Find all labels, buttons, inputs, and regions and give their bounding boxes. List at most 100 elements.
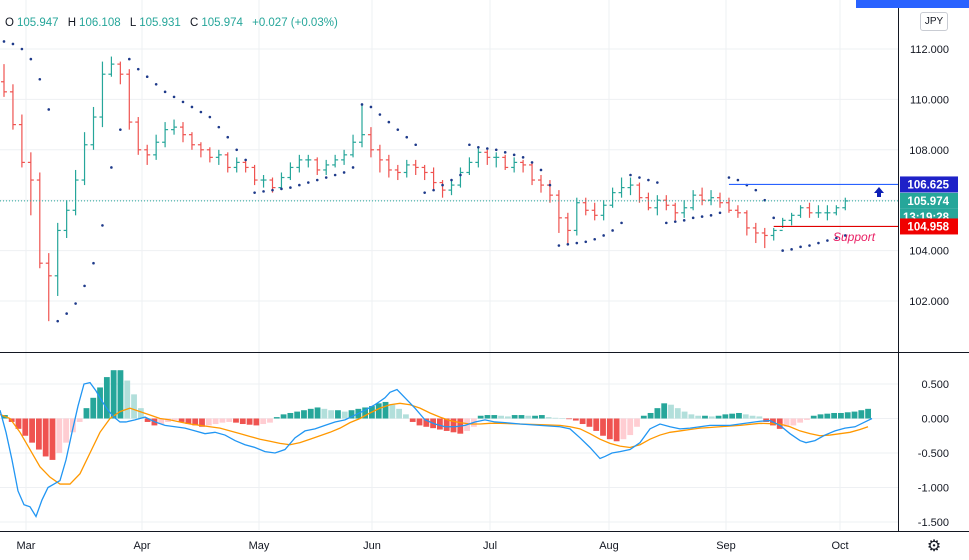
macd-histogram-bar [538,415,545,419]
sar-dot [548,183,552,187]
sar-dot [450,178,453,182]
sar-dot [136,67,140,71]
ohlc-low-label: L [129,17,137,29]
sar-dot [503,151,507,154]
sar-dot [656,181,659,184]
ohlc-bar [323,159,330,175]
macd-histogram-bar [640,415,647,419]
sar-dot [736,178,740,182]
macd-histogram-bar [695,415,702,419]
macd-histogram-bar [804,418,810,420]
sar-dot [772,216,775,220]
macd-histogram-bar [783,418,790,427]
ohlc-bar [815,205,822,218]
macd-histogram-bar [287,412,294,419]
sar-dot [333,173,337,177]
macd-histogram-bar [83,408,90,419]
ohlc-bar [663,195,670,211]
parabolic-sar [2,40,847,323]
macd-histogram-bar [736,412,742,419]
ohlc-bar [564,212,571,246]
macd-histogram-bar [851,411,858,419]
macd-histogram-bar [42,418,49,457]
ohlc-bar [457,167,464,188]
ohlc-bar [555,190,562,233]
macd-histogram-bar [335,410,341,419]
macd-histogram-bar [69,418,76,433]
ohlc-bar [618,177,625,198]
ohlc-bar [117,61,124,85]
macd-tick-label: -1.500 [918,517,949,529]
ohlc-high-label: H [67,17,77,29]
macd-histogram-bar [307,408,314,419]
sar-dot [611,229,614,232]
settings-gear-icon[interactable]: ⚙ [926,538,942,555]
macd-histogram-bar [226,418,233,422]
macd-histogram-bar [545,417,552,419]
macd-histogram-bar [131,394,137,419]
sar-dot [718,211,722,215]
sar-dot [682,219,686,222]
sar-dot [629,173,632,177]
macd-histogram-bar [205,418,212,426]
macd-histogram-bar [634,418,640,427]
sar-dot [199,110,203,114]
macd-histogram-bar [790,418,797,426]
sar-dot [781,249,784,252]
ohlc-bar [421,164,428,181]
ohlc-bar [162,122,169,148]
sar-dot [459,173,462,177]
ohlc-bar [385,154,392,178]
price-tick-label: 110.000 [910,94,949,106]
ohlc-bar [708,190,715,206]
macd-histogram-bar [715,415,722,419]
ohlc-bar [36,172,43,269]
ohlc-bar [54,222,61,296]
sar-dot [172,95,176,99]
ohlc-bar [81,132,88,186]
month-label: Jun [363,540,381,552]
sar-dot [826,239,829,242]
ohlc-bar [466,157,473,175]
ohlc-close-value: 105.974 [201,17,243,29]
ohlc-bar [394,164,401,181]
ohlc-bar [538,175,544,193]
macd-histogram-bar [389,404,396,419]
macd-histogram-bar [504,416,511,419]
currency-button[interactable]: JPY [920,12,948,31]
ohlc-bar [63,200,70,238]
ohlc-bar [108,56,115,77]
macd-histogram-bar [749,415,756,419]
macd-line [0,381,873,518]
macd-histogram-bar [756,416,763,419]
sar-dot [700,215,704,218]
sar-dot [163,90,167,94]
sar-dot [665,221,668,225]
ohlc-bar [699,187,706,206]
macd-histogram-bar [688,414,695,419]
sar-dot [11,42,15,46]
macd-histogram-bar [137,408,144,419]
macd-histogram-bar [572,418,579,421]
sar-dot [128,57,131,61]
sar-dot [673,220,677,223]
macd-histogram-bar [199,418,205,427]
ohlc-bar [18,114,25,168]
sar-dot [235,148,238,152]
macd-histogram-bar [518,415,525,419]
support-annotation-label: Support [833,230,876,244]
ohlc-bar [260,175,267,188]
macd-histogram-bar [810,415,817,419]
sar-dot [486,147,489,150]
sar-dot [56,319,59,323]
macd-histogram-bar [484,415,491,419]
ohlc-low: L 105.931 [130,17,184,29]
sar-dot [494,148,498,152]
ohlc-bars [1,56,849,322]
sar-dot [593,237,596,241]
ohlc-bar [126,69,133,130]
resistance-price-label-bg [900,176,958,193]
macd-histogram-bar [158,418,165,425]
